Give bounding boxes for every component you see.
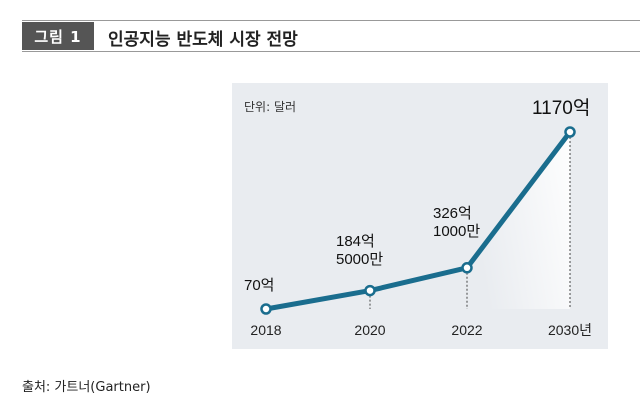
data-label-2020-line-2: 5000만 [336,251,383,268]
area-shade [467,132,570,309]
unit-label: 단위: 달러 [244,100,297,114]
x-tick-label-2022: 2022 [451,322,482,338]
data-point-2022 [461,262,473,274]
data-label-2022-line-1: 326억 [433,205,472,222]
header-rule-bottom [22,51,640,52]
data-label-2018: 70억 [244,277,275,294]
data-point-2018 [260,303,272,315]
figure-label: 그림 1 [22,22,94,50]
data-point-2020 [364,284,376,297]
x-tick-label-2020: 2020 [354,322,385,338]
x-tick-label-2030: 2030년 [548,322,592,338]
data-label-2020-line-1: 184억 [336,233,375,250]
data-point-2030 [564,126,576,138]
figure-title: 인공지능 반도체 시장 전망 [108,30,298,50]
header-rule-top [22,20,640,21]
x-tick-label-2018: 2018 [250,322,281,338]
source-note: 출처: 가트너(Gartner) [22,380,151,395]
data-label-2030: 1170억 [532,97,590,119]
series-line [263,129,573,312]
data-label-2022-line-2: 1000만 [433,223,480,240]
